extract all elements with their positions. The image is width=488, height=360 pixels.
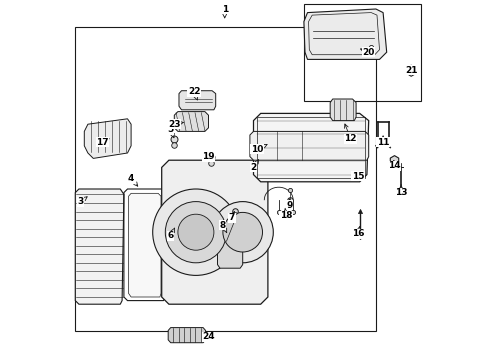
Text: 7: 7 [228,211,235,222]
Text: 19: 19 [202,152,214,161]
Text: 12: 12 [344,124,356,143]
Circle shape [152,189,239,275]
Circle shape [212,202,273,263]
Polygon shape [174,112,208,131]
Text: 16: 16 [351,226,364,239]
Text: 6: 6 [167,228,174,240]
Polygon shape [75,189,123,304]
Text: 2: 2 [250,159,258,172]
Text: 14: 14 [387,161,399,170]
Text: 18: 18 [279,208,291,220]
Polygon shape [179,91,215,110]
Text: 15: 15 [351,172,364,181]
Polygon shape [407,65,415,76]
Circle shape [165,202,226,263]
Polygon shape [168,328,205,343]
Text: 4: 4 [128,174,138,186]
Text: 20: 20 [360,48,374,57]
Bar [75,27,375,331]
Text: 22: 22 [187,87,200,100]
Circle shape [178,214,213,250]
Text: 1: 1 [221,4,227,18]
Circle shape [223,212,262,252]
Polygon shape [303,9,386,59]
Text: 8: 8 [219,220,226,233]
Text: 13: 13 [394,185,407,197]
Polygon shape [329,99,355,121]
Polygon shape [128,193,161,297]
Polygon shape [217,241,242,268]
Polygon shape [249,131,368,160]
Text: 3: 3 [78,197,87,206]
Text: 21: 21 [405,66,417,75]
Text: 5: 5 [167,125,174,138]
Text: 9: 9 [286,199,292,210]
Text: 17: 17 [96,138,109,147]
Polygon shape [84,119,131,158]
Text: 23: 23 [168,120,183,129]
Polygon shape [162,160,267,304]
Text: 24: 24 [202,332,214,341]
Bar [303,4,420,101]
Text: 11: 11 [376,136,388,147]
Polygon shape [253,113,368,182]
Bar [257,117,365,178]
Text: 10: 10 [250,144,266,154]
